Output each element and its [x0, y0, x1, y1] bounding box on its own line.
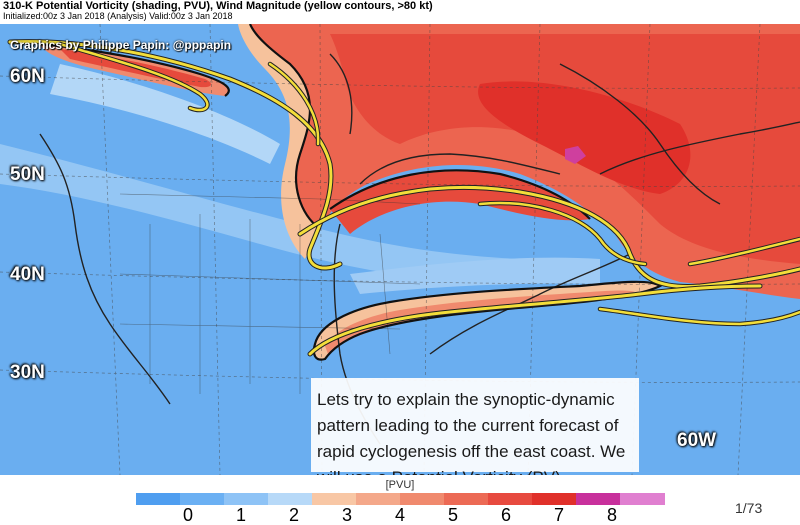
colorbar-tick-label: 8 — [606, 505, 617, 525]
colorbar-tick-label: 1 — [235, 505, 246, 525]
lat-label-40n: 40N — [10, 264, 45, 285]
colorbar-tick-label: 6 — [500, 505, 511, 525]
colorbar-tick-label: 2 — [288, 505, 299, 525]
mid-pv-band-west — [0, 144, 520, 284]
header: 310-K Potential Vorticity (shading, PVU)… — [0, 0, 800, 24]
map-subtitle: Initialized:00z 3 Jan 2018 (Analysis) Va… — [3, 11, 233, 21]
colorbar — [136, 493, 665, 505]
mid-pv-band-northwest — [50, 64, 280, 164]
pv-max-spot — [565, 146, 586, 164]
pv6-region — [330, 34, 800, 264]
colorbar-tick-label: 3 — [341, 505, 352, 525]
colorbar-tick-label: 4 — [394, 505, 405, 525]
caption-box — [311, 378, 639, 472]
mid-pv-band-south — [350, 257, 600, 294]
legend-title: [PVU] — [385, 479, 415, 491]
lon-label-60w: 60W — [677, 430, 717, 451]
colorbar-tick-label: 7 — [553, 505, 564, 525]
colorbar-segment — [576, 493, 621, 505]
colorbar-segment — [180, 493, 225, 505]
colorbar-segment — [356, 493, 401, 505]
jet-contours — [7, 39, 800, 357]
colorbar-segment — [268, 493, 313, 505]
lat-label-30n: 30N — [10, 362, 45, 383]
colorbar-segment — [224, 493, 269, 505]
colorbar-segment — [136, 493, 181, 505]
graphics-credit: Graphics by Philippe Papin: @pppapin — [10, 38, 232, 52]
colorbar-segment — [532, 493, 577, 505]
lat-label-50n: 50N — [10, 164, 45, 185]
frame-counter: 1/73 — [735, 500, 763, 516]
colorbar-segment — [312, 493, 357, 505]
map-canvas — [0, 24, 800, 475]
colorbar-tick-label: 5 — [447, 505, 458, 525]
colorbar-tick-label: 0 — [182, 505, 193, 525]
map-title: 310-K Potential Vorticity (shading, PVU)… — [3, 0, 433, 12]
lat-label-60n: 60N — [10, 66, 45, 87]
colorbar-segment — [400, 493, 445, 505]
colorbar-segment — [488, 493, 533, 505]
colorbar-segment — [444, 493, 489, 505]
colorbar-segment — [620, 493, 665, 505]
pv7-core — [478, 81, 691, 194]
great-lakes-pv-streamer — [330, 170, 590, 234]
map-panel: Graphics by Philippe Papin: @pppapin 60N… — [0, 24, 800, 475]
